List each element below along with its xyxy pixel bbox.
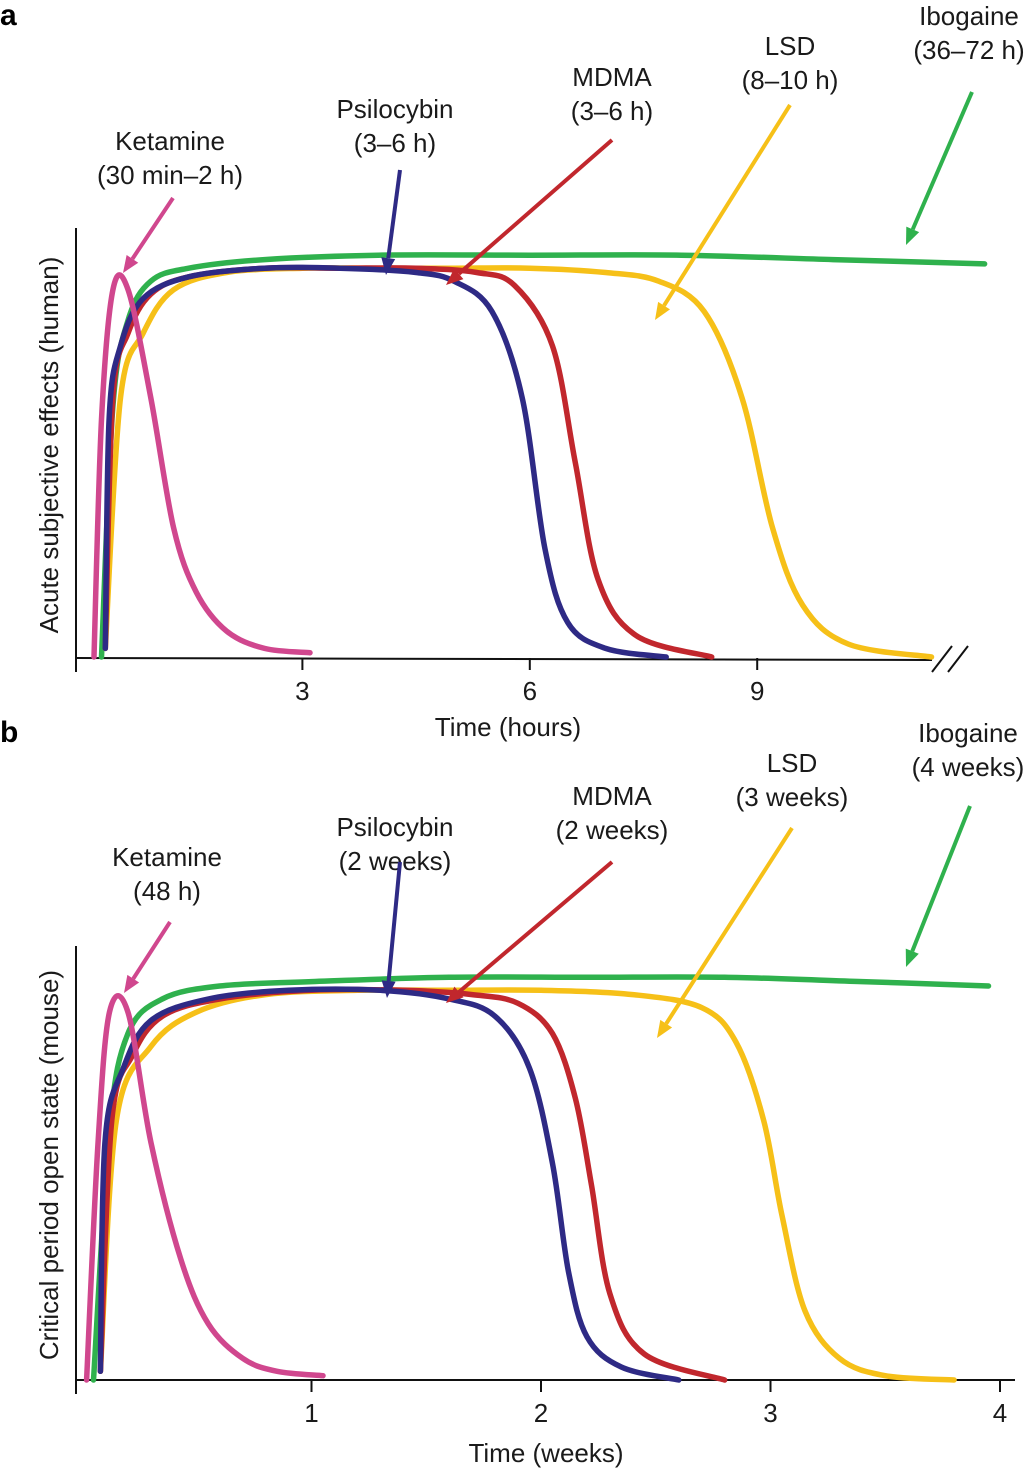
- panel-b-x-tick-label: 3: [763, 1398, 777, 1428]
- panel-b-psilocybin-arrow-head: [381, 980, 396, 998]
- panel-b-x-tick-label: 1: [304, 1398, 318, 1428]
- panel-b-lsd-duration: (3 weeks): [736, 782, 849, 812]
- panel-a-mdma-arrow: [446, 138, 614, 285]
- panel-a-series-lsd: [102, 265, 935, 660]
- panel-a-ketamine-arrow: [123, 196, 175, 273]
- panel-a-ketamine-duration: (30 min–2 h): [97, 160, 243, 190]
- panel-a-x-tick-label: 6: [523, 676, 537, 706]
- panel-a-ibogaine-arrow-shaft: [910, 91, 974, 231]
- panel-b-label: b: [0, 716, 18, 749]
- panel-b-series-psilocybin: [97, 986, 682, 1383]
- panel-b-y-axis-title: Critical period open state (mouse): [34, 970, 64, 1360]
- panel-a-series-ketamine: [91, 272, 313, 660]
- panel-a-y-axis-title: Acute subjective effects (human): [34, 257, 64, 634]
- panel-a-mdma-label: MDMA: [572, 62, 652, 92]
- panel-b-ibogaine-duration: (4 weeks): [912, 752, 1025, 782]
- panel-a-ibogaine-duration: (36–72 h): [913, 35, 1024, 65]
- panel-a-ibogaine-arrow-head: [906, 226, 920, 245]
- panel-b-lsd-arrow-shaft: [664, 826, 794, 1025]
- panel-b-ketamine-arrow-shaft: [131, 920, 172, 980]
- panel-b-ketamine-arrow-head: [124, 974, 140, 993]
- panel-a-ketamine-arrow-head: [123, 254, 139, 273]
- panel-a-lsd-arrow-shaft: [662, 103, 792, 307]
- panel-a-psilocybin-arrow-shaft: [386, 169, 402, 259]
- panel-b-psilocybin-arrow-shaft: [386, 861, 402, 982]
- panel-a-lsd-arrow-head: [655, 301, 670, 320]
- panel-b-series-mdma: [97, 986, 728, 1383]
- panel-b-mdma-arrow-head: [446, 986, 464, 1003]
- panel-a-lsd-arrow: [655, 103, 792, 320]
- panel-b-ketamine-arrow: [124, 920, 172, 993]
- panel-b-ibogaine-arrow: [905, 805, 972, 967]
- panel-b-psilocybin-duration: (2 weeks): [339, 846, 452, 876]
- panel-b-psilocybin-arrow: [381, 861, 402, 998]
- panel-b-mdma-arrow-shaft: [457, 860, 614, 994]
- panel-b-x-tick-label: 2: [534, 1398, 548, 1428]
- panel-b-psilocybin-label: Psilocybin: [336, 812, 453, 842]
- panel-a-psilocybin-duration: (3–6 h): [354, 128, 436, 158]
- panel-a-x-tick-label: 3: [295, 676, 309, 706]
- panel-b-series-lsd: [97, 987, 957, 1383]
- panel-b-mdma-arrow: [446, 860, 614, 1003]
- panel-a-mdma-arrow-shaft: [457, 138, 614, 276]
- panel-b-ketamine-label: Ketamine: [112, 842, 222, 872]
- panel-b-mdma-duration: (2 weeks): [556, 815, 669, 845]
- panel-b-ibogaine-label: Ibogaine: [918, 718, 1018, 748]
- panel-a-axis-break-2: [947, 645, 969, 673]
- panel-a-x-axis: [75, 657, 933, 661]
- panel-b-lsd-arrow: [657, 826, 794, 1038]
- panel-a-series-ibogaine: [98, 252, 988, 660]
- panel-b-series-ibogaine: [90, 974, 992, 1383]
- panel-a-psilocybin-arrow: [381, 169, 402, 275]
- panel-a-axis-break-1: [931, 645, 953, 673]
- panel-b-x-axis-title: Time (weeks): [468, 1438, 623, 1468]
- panel-b-x-tick-label: 4: [993, 1398, 1007, 1428]
- panel-a-series-mdma: [102, 264, 715, 660]
- panel-b-lsd-arrow-head: [657, 1019, 673, 1038]
- panel-a-series-psilocybin: [102, 264, 669, 660]
- panel-b-ibogaine-arrow-head: [905, 948, 919, 967]
- panel-a-mdma-arrow-head: [446, 268, 464, 285]
- panel-b-series-ketamine: [83, 992, 326, 1383]
- panel-a-psilocybin-arrow-head: [381, 257, 396, 275]
- panel-b-mdma-label: MDMA: [572, 781, 652, 811]
- panel-b-ibogaine-arrow-shaft: [910, 805, 972, 952]
- panel-a-x-tick-label: 9: [750, 676, 764, 706]
- panel-a-ketamine-arrow-shaft: [130, 196, 175, 260]
- panel-a-lsd-duration: (8–10 h): [742, 65, 839, 95]
- panel-a-psilocybin-label: Psilocybin: [336, 94, 453, 124]
- panel-a-lsd-label: LSD: [765, 31, 816, 61]
- panel-a-ibogaine-label: Ibogaine: [919, 1, 1019, 31]
- panel-a-mdma-duration: (3–6 h): [571, 96, 653, 126]
- panel-b-ketamine-duration: (48 h): [133, 876, 201, 906]
- panel-a-ibogaine-arrow: [906, 91, 974, 245]
- panel-a-ketamine-label: Ketamine: [115, 126, 225, 156]
- panel-b-lsd-label: LSD: [767, 748, 818, 778]
- panel-a-label: a: [0, 0, 17, 32]
- panel-a-x-axis-title: Time (hours): [435, 712, 581, 742]
